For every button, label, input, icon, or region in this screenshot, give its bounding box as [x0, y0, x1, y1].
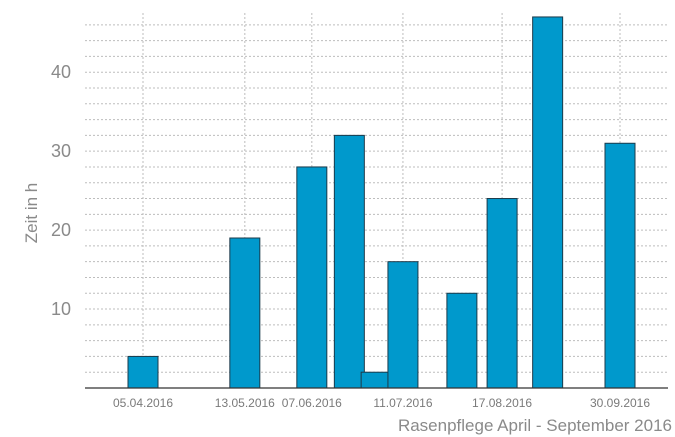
x-tick-labels: 05.04.2016 13.05.2016 07.06.2016 11.07.2016…	[113, 396, 650, 410]
bar	[360, 371, 392, 389]
bars	[127, 16, 636, 389]
bar	[486, 198, 518, 389]
bar	[532, 16, 564, 389]
bar	[446, 292, 478, 389]
x-tick-label: 07.06.2016	[282, 396, 342, 410]
x-tick-label: 11.07.2016	[373, 396, 432, 410]
bar	[604, 142, 636, 389]
y-tick-label: 30	[51, 141, 71, 161]
minor-gridlines	[85, 24, 668, 373]
bar	[229, 237, 261, 389]
x-tick-label: 13.05.2016	[215, 396, 275, 410]
bar	[127, 355, 159, 389]
bar	[387, 261, 419, 389]
y-tick-labels: 10 20 30 40	[51, 62, 71, 319]
bar	[333, 134, 365, 389]
y-axis-label: Zeit in h	[22, 183, 41, 243]
y-tick-label: 40	[51, 62, 71, 82]
x-tick-label: 17.08.2016	[472, 396, 532, 410]
y-tick-label: 10	[51, 299, 71, 319]
bar	[296, 166, 328, 389]
x-tick-label: 30.09.2016	[590, 396, 650, 410]
x-tick-label: 05.04.2016	[113, 396, 173, 410]
x-axis-label: Rasenpflege April - September 2016	[398, 416, 672, 435]
y-tick-label: 20	[51, 220, 71, 240]
